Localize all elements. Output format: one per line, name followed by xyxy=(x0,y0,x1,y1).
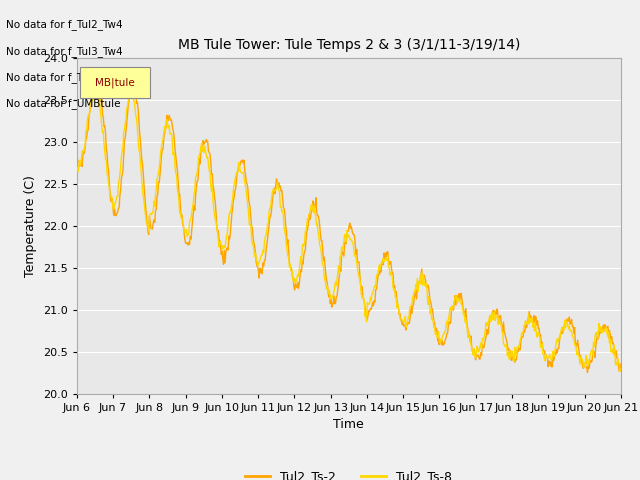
Text: No data for f_Tul3_Tw4: No data for f_Tul3_Tw4 xyxy=(6,46,123,57)
Title: MB Tule Tower: Tule Temps 2 & 3 (3/1/11-3/19/14): MB Tule Tower: Tule Temps 2 & 3 (3/1/11-… xyxy=(178,38,520,52)
Text: No data for f_Tul2_Tw4: No data for f_Tul2_Tw4 xyxy=(6,19,123,30)
X-axis label: Time: Time xyxy=(333,418,364,431)
Text: No data for f_Tul3_Ts2: No data for f_Tul3_Ts2 xyxy=(6,72,120,83)
Text: No data for f_UMBtule: No data for f_UMBtule xyxy=(6,98,121,109)
Y-axis label: Temperature (C): Temperature (C) xyxy=(24,175,37,276)
Legend: Tul2_Ts-2, Tul2_Ts-8: Tul2_Ts-2, Tul2_Ts-8 xyxy=(241,465,457,480)
Text: MB|tule: MB|tule xyxy=(95,78,135,88)
